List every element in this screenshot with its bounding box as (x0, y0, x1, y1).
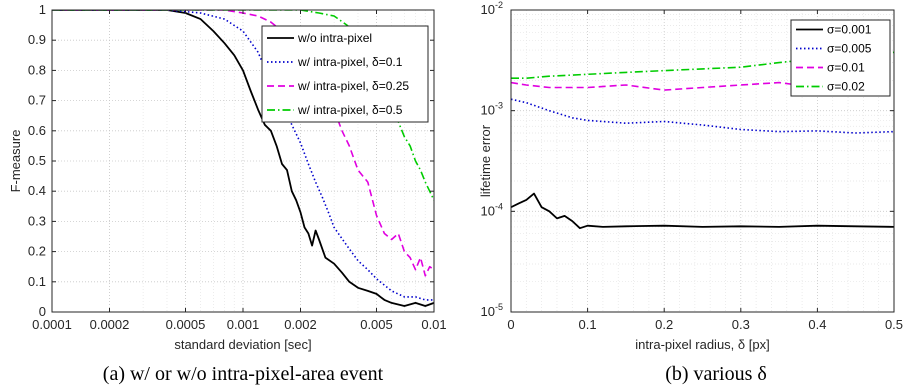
y-tick-label: 10-2 (481, 0, 503, 17)
legend-label-0: w/o intra-pixel (297, 31, 372, 45)
y-tick-label: 0.2 (28, 244, 46, 259)
x-tick-label: 0.01 (421, 317, 446, 332)
y-tick-label: 10-4 (481, 201, 503, 218)
y-tick-label: 10-5 (481, 302, 503, 319)
x-tick-label: 0.0002 (90, 317, 130, 332)
legend-label-2: σ=0.01 (827, 61, 865, 75)
x-tick-label: 0.0005 (166, 317, 206, 332)
y-tick-label: 0.9 (28, 32, 46, 47)
x-tick-label: 0.005 (360, 317, 393, 332)
series-line-0 (52, 10, 434, 307)
legend-box (261, 25, 429, 123)
y-tick-label: 10-3 (481, 101, 503, 118)
legend-label-3: σ=0.02 (827, 80, 865, 94)
x-tick-label: 0.5 (885, 317, 903, 332)
x-axis-label: standard deviation [sec] (174, 337, 311, 352)
legend-label-0: σ=0.001 (827, 23, 872, 37)
legend-label-1: w/ intra-pixel, δ=0.1 (297, 55, 403, 69)
chart-f-measure: 0.0001 0.0002 0.0005 0.001 0.002 0.005 0.01 0 0.… (8, 2, 447, 385)
series-line-1 (52, 10, 434, 301)
x-axis-label: intra-pixel radius, δ [px] (635, 337, 769, 352)
series-line-1 (511, 98, 894, 134)
x-tick-label: 0.001 (227, 317, 260, 332)
y-tick-label: 0.6 (28, 123, 46, 138)
legend-label-2: w/ intra-pixel, δ=0.25 (297, 79, 409, 93)
y-tick-label: 0.8 (28, 62, 46, 77)
y-tick-label: 0.1 (28, 274, 46, 289)
axes-frame (510, 9, 895, 313)
legend-box (790, 19, 891, 97)
caption: (b) various δ (665, 363, 767, 385)
x-tick-label: 0.4 (808, 317, 826, 332)
y-axis-label: F-measure (8, 130, 23, 193)
series-line-3 (52, 10, 434, 201)
x-tick-label: 0.0001 (32, 317, 72, 332)
x-tick-label: 0.002 (284, 317, 317, 332)
y-tick-label: 0.7 (28, 93, 46, 108)
chart-lifetime-error: 0 0.1 0.2 0.3 0.4 0.5 10-5 10-4 10-3 10-2 intra-pi… (478, 0, 903, 385)
y-tick-label: 1 (39, 2, 46, 17)
caption: (a) w/ or w/o intra-pixel-area event (103, 363, 384, 385)
series-line-0 (511, 192, 894, 230)
y-axis-label: lifetime error (478, 124, 493, 197)
x-tick-label: 0.1 (579, 317, 597, 332)
x-tick-label: 0.3 (732, 317, 750, 332)
y-tick-label: 0 (39, 304, 46, 319)
legend-label-1: σ=0.005 (827, 42, 872, 56)
y-tick-label: 0.3 (28, 213, 46, 228)
y-tick-label: 0.5 (28, 153, 46, 168)
x-tick-label: 0.2 (655, 317, 673, 332)
legend-label-3: w/ intra-pixel, δ=0.5 (297, 103, 403, 117)
y-tick-label: 0.4 (28, 183, 46, 198)
x-tick-label: 0 (507, 317, 514, 332)
